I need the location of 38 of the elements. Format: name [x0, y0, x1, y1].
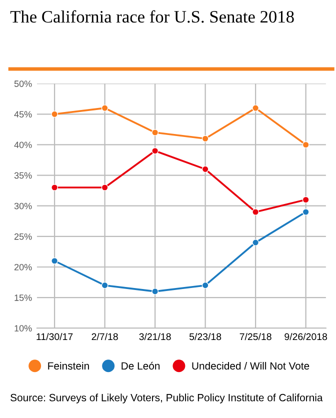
source-note: Source: Surveys of Likely Voters, Public Policy Institute of California: [10, 394, 323, 404]
point: [101, 184, 108, 191]
point: [51, 257, 58, 264]
y-tick-label: 50%: [14, 80, 32, 87]
y-tick-label: 10%: [14, 325, 32, 332]
y-tick-label: 15%: [14, 294, 32, 301]
point: [152, 147, 159, 154]
y-tick-label: 40%: [14, 142, 32, 148]
legend-label: Undecided / Will Not Vote: [192, 362, 310, 370]
point: [202, 135, 209, 142]
point: [152, 288, 159, 295]
point: [252, 104, 260, 112]
y-tick-label: 25%: [14, 233, 32, 240]
point: [202, 166, 209, 173]
point: [252, 208, 260, 216]
point: [302, 208, 310, 216]
y-tick-label: 30%: [14, 202, 32, 210]
point: [101, 282, 108, 289]
point: [51, 184, 58, 191]
x-tick-label: 2/7/18: [92, 332, 118, 340]
x-tick-label: 7/25/18: [240, 332, 272, 340]
point: [202, 282, 209, 289]
y-tick-label: 45%: [14, 111, 32, 118]
x-tick-label: 9/26/2018: [284, 332, 328, 340]
legend-label: De León: [122, 362, 160, 370]
point: [252, 239, 260, 246]
point: [152, 129, 159, 136]
x-tick-label: 5/23/18: [189, 332, 222, 340]
chart-title: The California race for U.S. Senate 2018: [10, 10, 294, 23]
point: [51, 110, 58, 118]
legend-label: Feinstein: [48, 362, 89, 370]
y-tick-label: 20%: [14, 264, 32, 270]
x-tick-label: 3/21/18: [139, 332, 171, 340]
point: [101, 104, 108, 112]
point: [302, 196, 310, 204]
y-tick-label: 35%: [14, 172, 32, 179]
point: [302, 141, 310, 148]
x-tick-label: 11/30/17: [36, 332, 73, 340]
